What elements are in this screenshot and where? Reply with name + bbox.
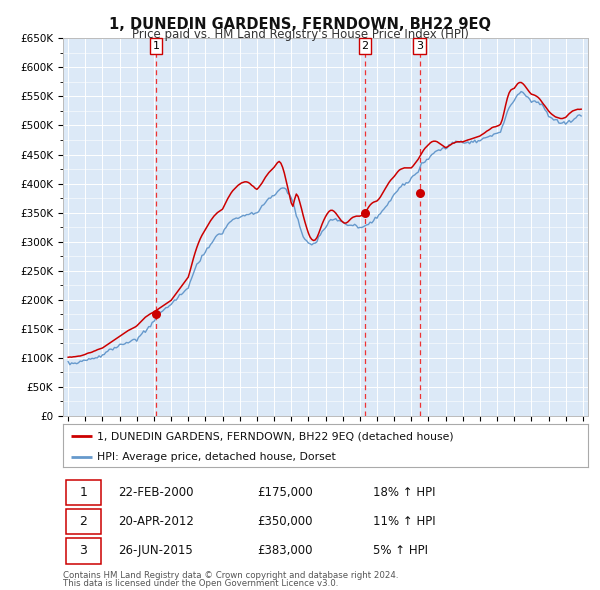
- Text: 18% ↑ HPI: 18% ↑ HPI: [373, 486, 435, 499]
- Text: 1: 1: [152, 41, 160, 51]
- Text: £383,000: £383,000: [257, 545, 313, 558]
- FancyBboxPatch shape: [65, 480, 101, 505]
- FancyBboxPatch shape: [65, 509, 101, 535]
- Text: 3: 3: [416, 41, 423, 51]
- Text: 1, DUNEDIN GARDENS, FERNDOWN, BH22 9EQ (detached house): 1, DUNEDIN GARDENS, FERNDOWN, BH22 9EQ (…: [97, 431, 454, 441]
- Text: Contains HM Land Registry data © Crown copyright and database right 2024.: Contains HM Land Registry data © Crown c…: [63, 571, 398, 580]
- Text: 3: 3: [80, 545, 88, 558]
- Text: £350,000: £350,000: [257, 515, 313, 528]
- Text: 22-FEB-2000: 22-FEB-2000: [118, 486, 194, 499]
- Text: 11% ↑ HPI: 11% ↑ HPI: [373, 515, 436, 528]
- Text: Price paid vs. HM Land Registry's House Price Index (HPI): Price paid vs. HM Land Registry's House …: [131, 28, 469, 41]
- Text: 20-APR-2012: 20-APR-2012: [118, 515, 194, 528]
- FancyBboxPatch shape: [65, 538, 101, 563]
- Text: 1: 1: [80, 486, 88, 499]
- Text: HPI: Average price, detached house, Dorset: HPI: Average price, detached house, Dors…: [97, 451, 336, 461]
- Text: 2: 2: [80, 515, 88, 528]
- Text: 2: 2: [361, 41, 368, 51]
- Text: This data is licensed under the Open Government Licence v3.0.: This data is licensed under the Open Gov…: [63, 579, 338, 588]
- Text: 26-JUN-2015: 26-JUN-2015: [118, 545, 193, 558]
- Text: 5% ↑ HPI: 5% ↑ HPI: [373, 545, 428, 558]
- Text: £175,000: £175,000: [257, 486, 313, 499]
- Text: 1, DUNEDIN GARDENS, FERNDOWN, BH22 9EQ: 1, DUNEDIN GARDENS, FERNDOWN, BH22 9EQ: [109, 17, 491, 32]
